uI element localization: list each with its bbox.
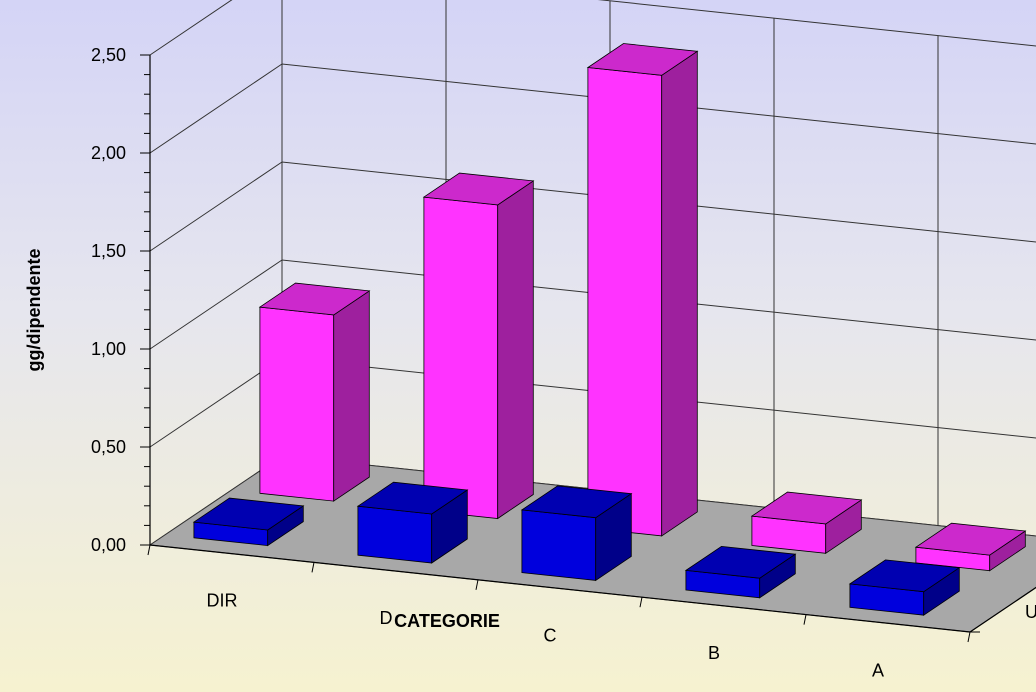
bar-face-side: [661, 50, 698, 537]
bar-U-D: [356, 481, 469, 564]
x-tick-label: DIR: [207, 591, 238, 611]
bar-U-C: [520, 485, 633, 582]
bar-face-top: [586, 43, 699, 76]
x-tick: [967, 631, 971, 643]
bar-face-top: [192, 497, 305, 531]
bar-face-front: [259, 306, 335, 502]
x-tick: [639, 597, 643, 608]
bar-face-side: [497, 180, 534, 520]
gridline-h: [149, 0, 1036, 56]
bar-face-front: [521, 509, 597, 581]
bar-D-D: [422, 172, 535, 520]
y-tick-label: 1,50: [91, 241, 126, 261]
bar-D-DIR: [258, 282, 371, 502]
bar-face-top: [422, 172, 535, 206]
bar-D-A: [914, 522, 1027, 572]
depth-tick-label: U: [1025, 602, 1036, 622]
bar-face-top: [258, 282, 371, 316]
x-tick-label: C: [544, 626, 557, 646]
bar-face-top: [520, 485, 633, 519]
bar-face-front: [423, 196, 499, 519]
x-tick-label: A: [872, 660, 884, 680]
x-tick: [475, 579, 479, 590]
x-axis-line: [149, 544, 971, 633]
bar-U-A: [848, 559, 961, 616]
depth-axis-line: [969, 586, 1036, 633]
y-tick-label: 0,00: [91, 535, 126, 555]
depth-axis: UD: [969, 586, 1036, 633]
bar-face-side: [333, 290, 370, 502]
y-axis: 0,00 0,50 1,00 1,50 2,00 2,50: [91, 45, 151, 555]
y-axis-title: gg/dipendente: [24, 249, 44, 372]
bar-face-top: [356, 481, 469, 515]
bar-face-front: [587, 67, 663, 537]
x-tick: [803, 614, 807, 625]
y-tick-label: 2,50: [91, 45, 126, 65]
x-axis-title: CATEGORIE: [394, 611, 500, 631]
y-tick-label: 0,50: [91, 437, 126, 457]
x-tick-label: D: [380, 608, 393, 628]
x-tick-label: B: [708, 643, 720, 663]
bar-face-top: [684, 545, 797, 579]
x-tick: [147, 544, 151, 556]
bars: [192, 43, 1027, 616]
x-tick: [311, 562, 315, 573]
bar-face-top: [848, 559, 961, 593]
y-tick-label: 1,00: [91, 339, 126, 359]
y-tick-label: 2,00: [91, 143, 126, 163]
bar-face-front: [357, 505, 433, 564]
x-axis: DIR D C B A: [147, 544, 971, 680]
bar-face-top: [914, 522, 1027, 556]
bar-face-top: [750, 491, 863, 525]
bar-U-DIR: [192, 497, 305, 547]
bar-D-B: [750, 491, 863, 555]
bar-U-B: [684, 545, 797, 599]
bar-D-C: [586, 43, 699, 537]
